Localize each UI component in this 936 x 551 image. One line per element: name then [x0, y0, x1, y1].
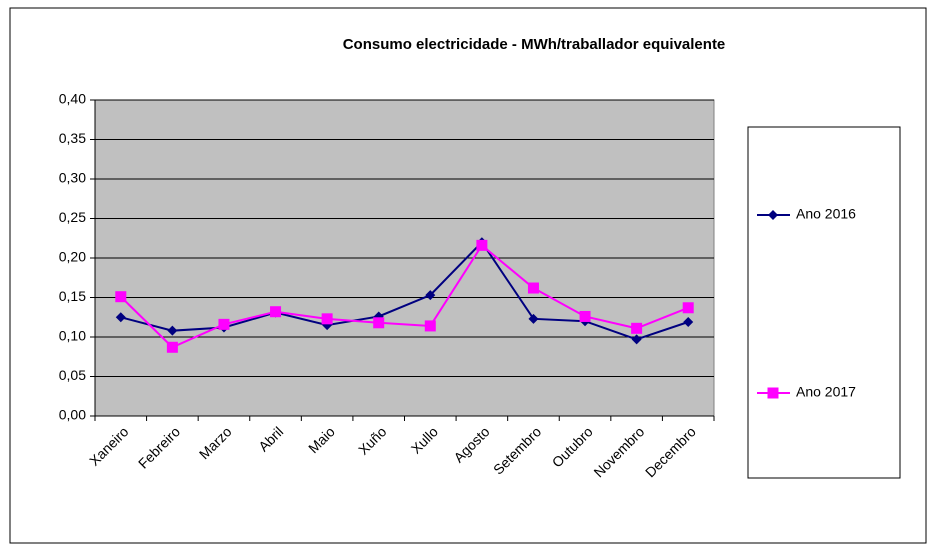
y-tick-label: 0,30	[59, 170, 86, 186]
marker	[767, 387, 779, 399]
marker	[476, 239, 488, 251]
marker	[166, 341, 178, 353]
marker	[528, 313, 539, 324]
marker	[527, 282, 539, 294]
marker	[167, 325, 178, 336]
marker	[683, 316, 694, 327]
legend-label: Ano 2017	[796, 384, 856, 400]
marker	[631, 322, 643, 334]
marker	[270, 306, 282, 318]
y-tick-label: 0,15	[59, 288, 86, 304]
marker	[579, 310, 591, 322]
marker	[115, 312, 126, 323]
marker	[218, 318, 230, 330]
marker	[321, 313, 333, 325]
legend-label: Ano 2016	[796, 206, 856, 222]
series-line	[120, 243, 689, 349]
marker	[373, 317, 385, 329]
legend-box	[747, 126, 901, 479]
y-tick-label: 0,20	[59, 249, 86, 265]
y-tick-label: 0,25	[59, 209, 86, 225]
marker	[115, 291, 127, 303]
y-tick-label: 0,35	[59, 130, 86, 146]
y-tick-label: 0,40	[59, 91, 86, 107]
y-tick-label: 0,10	[59, 328, 86, 344]
marker	[682, 302, 694, 314]
chart-title: Consumo electricidade - MWh/traballador …	[343, 36, 726, 53]
marker	[768, 210, 778, 220]
marker	[631, 334, 642, 345]
marker	[424, 320, 436, 332]
marker	[425, 290, 436, 301]
y-tick-label: 0,00	[59, 407, 86, 423]
y-tick-label: 0,05	[59, 367, 86, 383]
